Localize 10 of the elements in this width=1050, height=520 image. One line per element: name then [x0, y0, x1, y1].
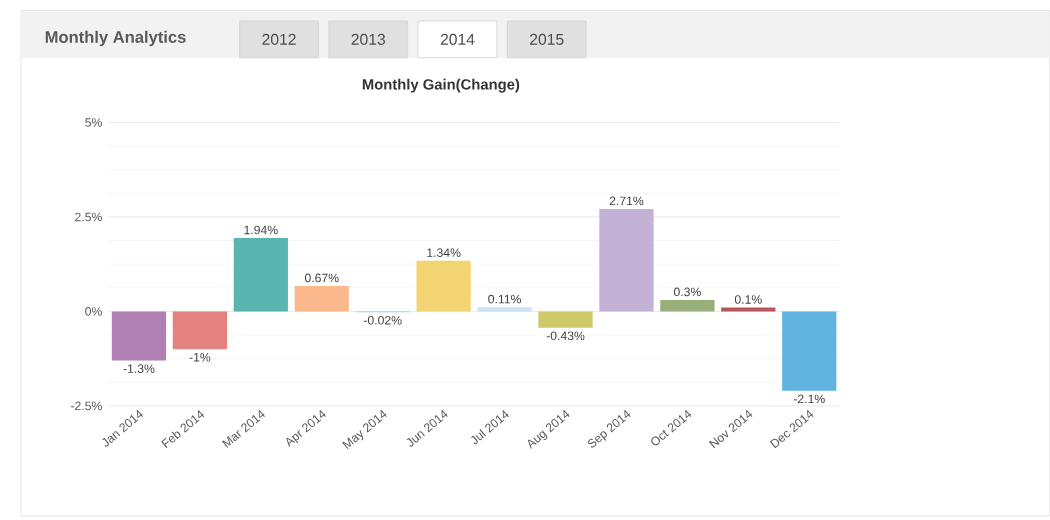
bar: [111, 311, 167, 361]
bar: [172, 311, 227, 350]
bar: [233, 238, 288, 312]
bar: [538, 311, 593, 328]
text: Monthly Analytics: [45, 30, 186, 47]
bar: [599, 209, 654, 312]
bar: [416, 260, 471, 312]
bar: [782, 311, 837, 391]
bar: [660, 300, 715, 312]
bar: [294, 286, 349, 312]
